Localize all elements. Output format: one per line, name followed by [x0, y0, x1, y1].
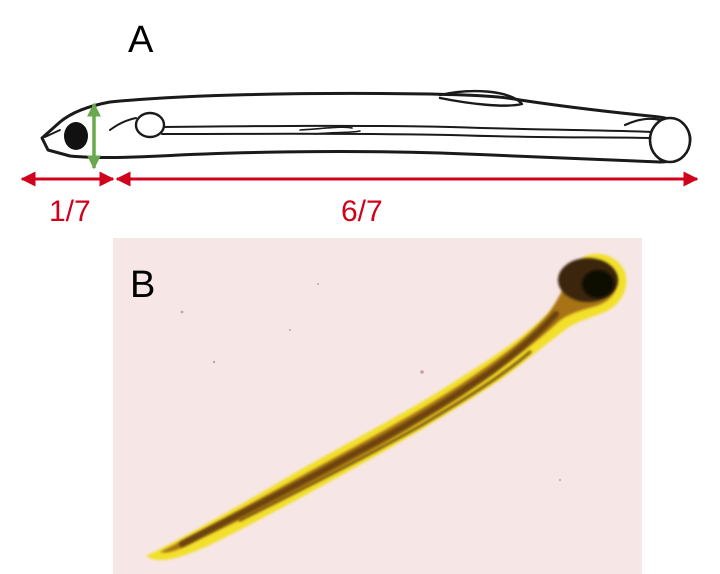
photo-background [113, 238, 642, 574]
larva-drawing-icon [40, 89, 692, 164]
panel-a-label: A [128, 19, 154, 61]
panel-b-label: B [130, 264, 155, 306]
panel-b: B [113, 238, 642, 574]
fraction-label-head: 1/7 [49, 195, 91, 228]
larva-photo-icon [146, 253, 627, 561]
fraction-label-body: 6/7 [341, 195, 383, 228]
background-specks [180, 283, 561, 481]
panel-a: A 1/7 6/7 [20, 19, 699, 228]
